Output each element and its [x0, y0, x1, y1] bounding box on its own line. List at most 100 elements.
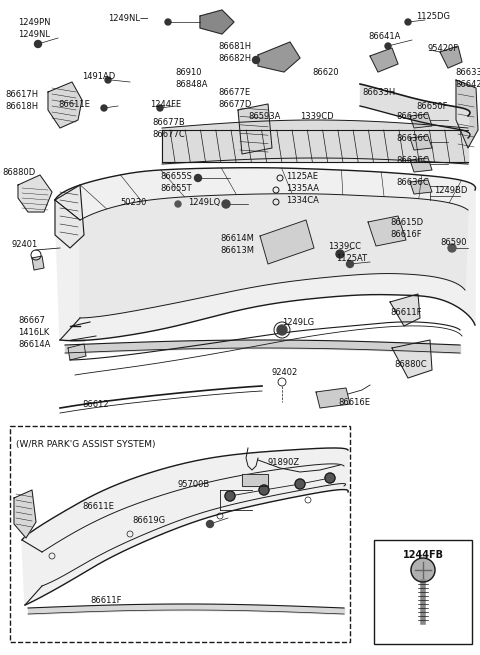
Circle shape [347, 261, 353, 267]
Circle shape [157, 105, 163, 111]
Circle shape [165, 19, 171, 25]
Circle shape [175, 201, 181, 207]
Text: 1335AA: 1335AA [286, 184, 319, 193]
Circle shape [259, 485, 269, 495]
Polygon shape [258, 42, 300, 72]
Text: 1125DG: 1125DG [416, 12, 450, 21]
Text: 95420F: 95420F [428, 44, 459, 53]
Text: 86681H: 86681H [218, 42, 251, 51]
Text: 86614M: 86614M [220, 234, 254, 243]
Circle shape [206, 521, 214, 527]
Text: 86848A: 86848A [175, 80, 207, 89]
Polygon shape [392, 340, 432, 378]
Text: 86636C: 86636C [396, 112, 429, 121]
Text: 91890Z: 91890Z [268, 458, 300, 467]
Text: 86633H: 86633H [455, 68, 480, 77]
Text: 1339CD: 1339CD [300, 112, 334, 121]
Text: 86611F: 86611F [90, 596, 121, 605]
Text: 86616E: 86616E [338, 398, 370, 407]
Polygon shape [242, 474, 268, 486]
Text: 86880C: 86880C [394, 360, 427, 369]
Text: 1244FB: 1244FB [403, 550, 444, 560]
Text: 86617H: 86617H [5, 90, 38, 99]
Text: 1244FE: 1244FE [150, 100, 181, 109]
Text: 1416LK: 1416LK [18, 328, 49, 337]
Circle shape [35, 41, 41, 48]
Text: 86641A: 86641A [368, 32, 400, 41]
Polygon shape [260, 220, 314, 264]
Text: 86615D: 86615D [390, 218, 423, 227]
Text: 86613M: 86613M [220, 246, 254, 255]
Polygon shape [200, 10, 234, 34]
Text: 1125AT: 1125AT [336, 254, 367, 263]
Text: 95700B: 95700B [178, 480, 210, 489]
Text: 86590: 86590 [440, 238, 467, 247]
Polygon shape [316, 388, 350, 408]
Text: 92402: 92402 [272, 368, 298, 377]
Text: 1249BD: 1249BD [434, 186, 468, 195]
Text: 86667: 86667 [18, 316, 45, 325]
Polygon shape [48, 82, 82, 128]
Circle shape [194, 174, 202, 181]
Polygon shape [456, 80, 478, 148]
Circle shape [225, 491, 235, 501]
Text: 86619G: 86619G [132, 516, 165, 525]
Text: 1249LG: 1249LG [282, 318, 314, 327]
Circle shape [385, 43, 391, 49]
Circle shape [101, 105, 107, 111]
Polygon shape [32, 256, 44, 270]
Polygon shape [410, 136, 432, 150]
Text: 1249NL: 1249NL [18, 30, 50, 39]
Text: 86655S: 86655S [160, 172, 192, 181]
Text: 86642A: 86642A [455, 80, 480, 89]
Polygon shape [55, 168, 476, 341]
Circle shape [448, 244, 456, 252]
Text: 86611E: 86611E [82, 502, 114, 511]
Polygon shape [18, 175, 52, 212]
Text: 86614A: 86614A [18, 340, 50, 349]
Circle shape [295, 479, 305, 489]
Text: 86612: 86612 [82, 400, 108, 409]
Text: 86593A: 86593A [248, 112, 280, 121]
Text: 86611F: 86611F [390, 308, 421, 317]
Circle shape [222, 200, 230, 208]
Text: (W/RR PARK'G ASSIST SYSTEM): (W/RR PARK'G ASSIST SYSTEM) [16, 440, 156, 449]
Text: 1491AD: 1491AD [82, 72, 115, 81]
Text: 86650F: 86650F [416, 102, 447, 111]
Text: 1339CC: 1339CC [328, 242, 361, 251]
Text: 1249LQ: 1249LQ [188, 198, 220, 207]
Text: 1125AE: 1125AE [286, 172, 318, 181]
Text: 1249PN: 1249PN [18, 18, 50, 27]
Polygon shape [368, 216, 406, 246]
Text: 86677D: 86677D [218, 100, 252, 109]
Text: 86636C: 86636C [396, 134, 429, 143]
Text: 86620: 86620 [312, 68, 338, 77]
Text: 86682H: 86682H [218, 54, 251, 63]
Text: 86880D: 86880D [2, 168, 35, 177]
Circle shape [325, 473, 335, 483]
Circle shape [252, 56, 260, 64]
Polygon shape [55, 185, 84, 248]
Text: 86618H: 86618H [5, 102, 38, 111]
Circle shape [336, 250, 344, 258]
Polygon shape [68, 344, 86, 360]
Text: 86636C: 86636C [396, 156, 429, 165]
Circle shape [105, 77, 111, 83]
Text: 86655T: 86655T [160, 184, 192, 193]
Bar [374, 540, 472, 644]
Text: 86677E: 86677E [218, 88, 250, 97]
Text: 86633H: 86633H [362, 88, 395, 97]
Polygon shape [22, 448, 348, 605]
Polygon shape [80, 194, 468, 318]
Polygon shape [410, 158, 432, 172]
Polygon shape [390, 294, 420, 326]
Polygon shape [370, 48, 398, 72]
Text: 1249NL—: 1249NL— [108, 14, 148, 23]
Polygon shape [410, 180, 432, 194]
Polygon shape [162, 130, 468, 162]
Text: 86677B: 86677B [152, 118, 185, 127]
Polygon shape [440, 46, 462, 68]
Text: 86616F: 86616F [390, 230, 421, 239]
Polygon shape [14, 490, 36, 538]
Text: 86636C: 86636C [396, 178, 429, 187]
